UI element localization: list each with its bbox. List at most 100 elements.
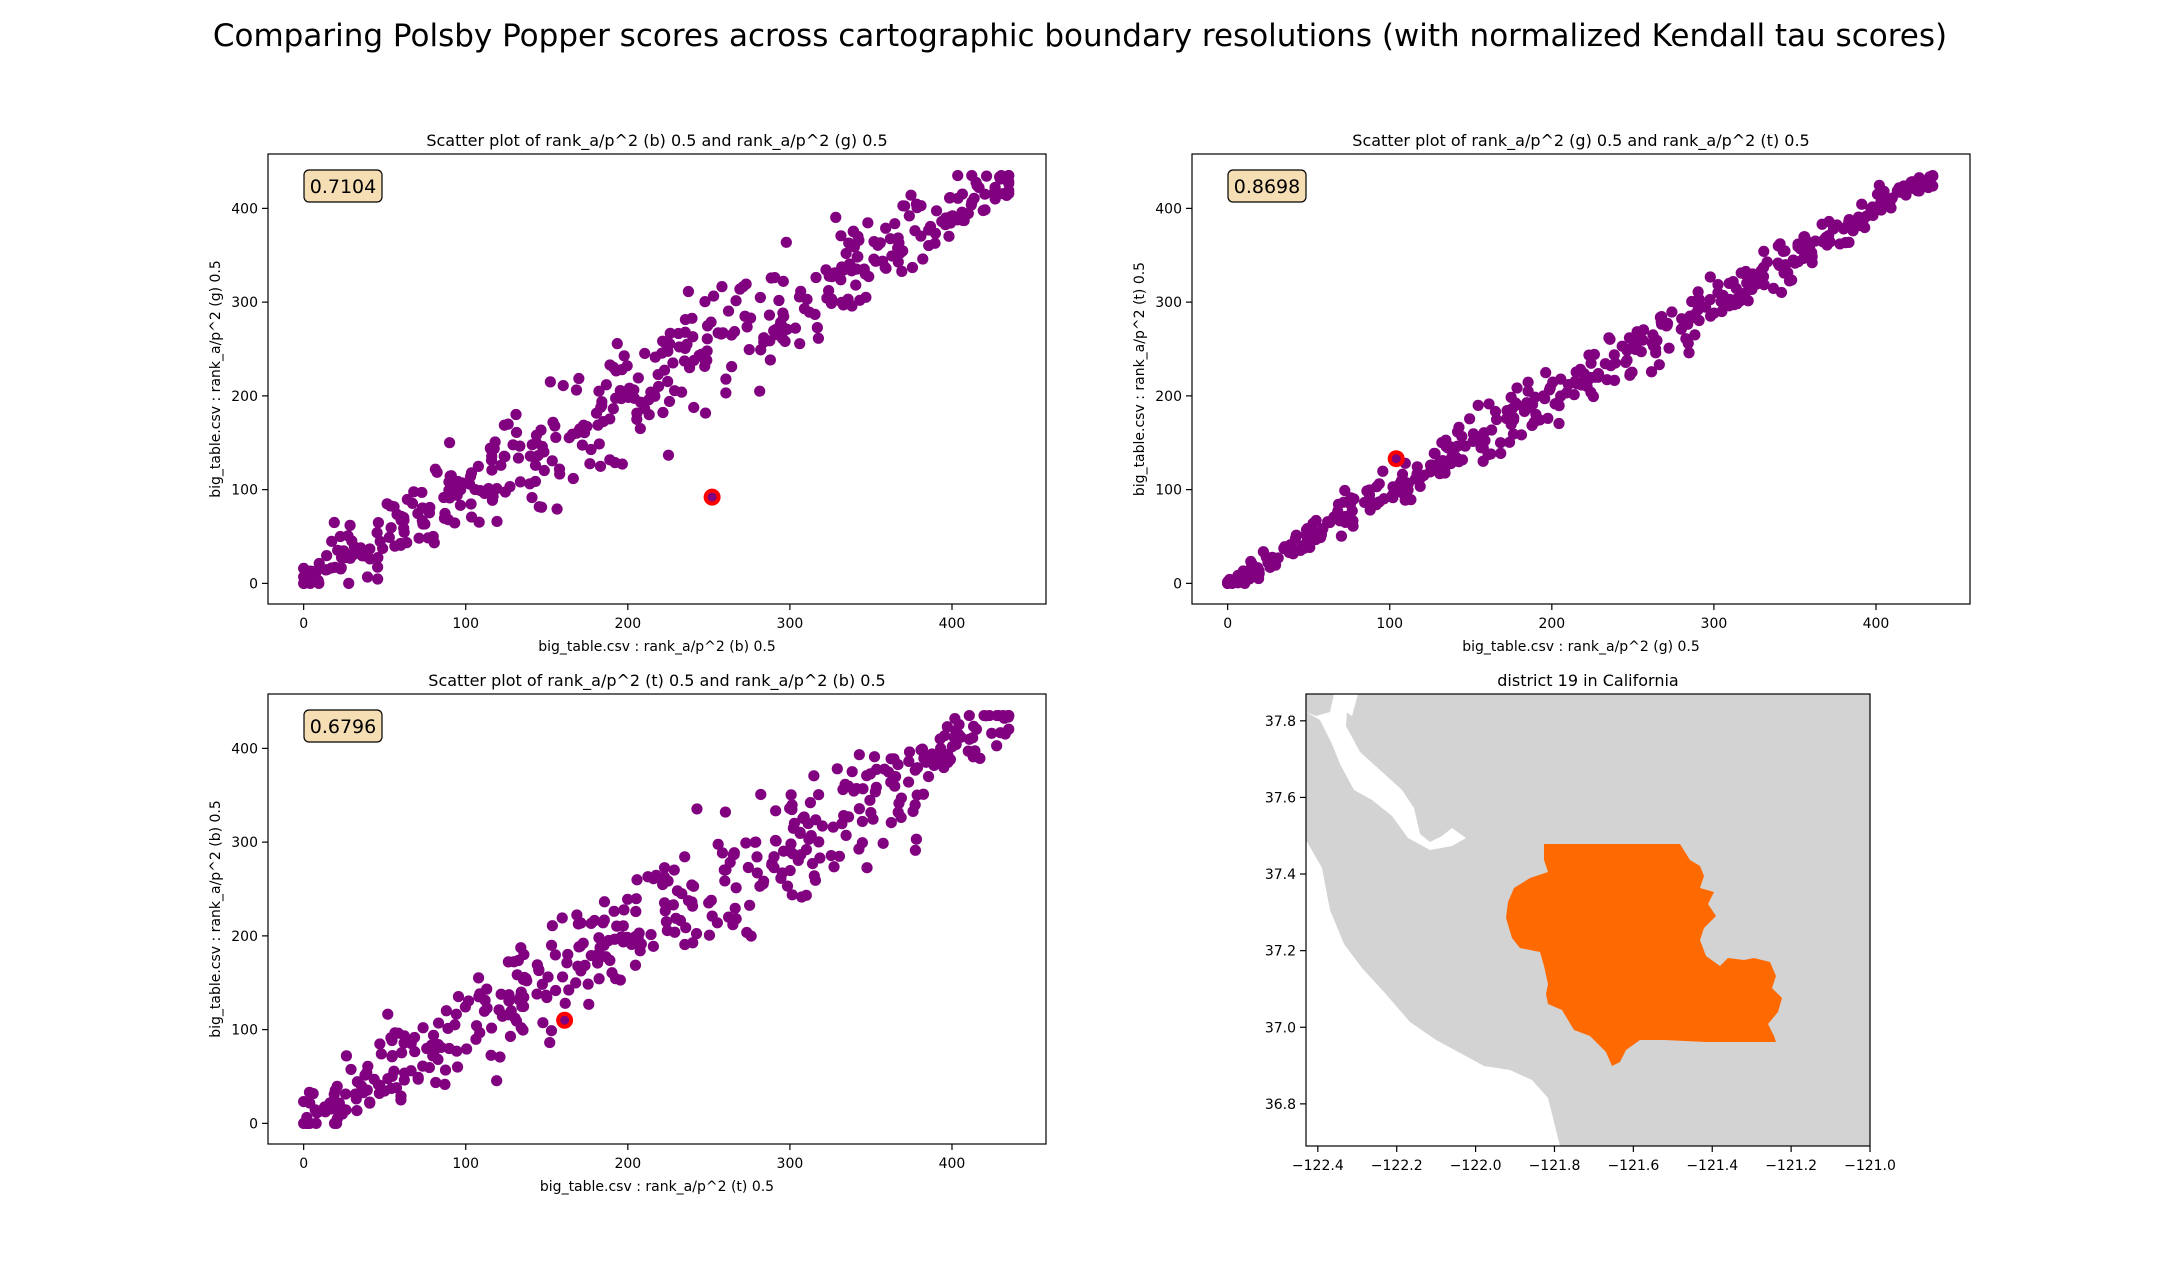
scatter-points [298, 169, 1015, 589]
data-point [870, 781, 882, 793]
data-point [427, 1029, 440, 1041]
data-point [812, 332, 825, 344]
data-point [629, 959, 642, 971]
y-tick-label: 100 [231, 483, 258, 499]
data-point [440, 1005, 452, 1017]
y-axis-label: big_table.csv : rank_a/p^2 (b) 0.5 [208, 800, 224, 1038]
data-point [1414, 480, 1426, 492]
data-point [462, 995, 475, 1007]
data-point [635, 938, 647, 950]
data-point [663, 395, 676, 408]
data-point [880, 262, 892, 274]
data-point [1477, 455, 1489, 467]
data-point [847, 225, 860, 237]
data-point [840, 247, 852, 260]
data-point [994, 171, 1006, 183]
axes-title: Scatter plot of rank_a/p^2 (b) 0.5 and r… [426, 131, 887, 151]
data-point [647, 940, 659, 952]
data-point [830, 211, 842, 223]
data-point [1839, 237, 1852, 249]
data-point [679, 851, 691, 863]
data-point [621, 360, 633, 372]
data-point [622, 893, 634, 905]
data-point [395, 1094, 407, 1106]
data-point [375, 1048, 387, 1060]
map-y-tick-label: 36.8 [1265, 1097, 1296, 1113]
data-point [508, 956, 520, 968]
scatter-panel-3: 0 100 200 300 400 0 100 200 300 400 Scatter plot o… [208, 671, 1047, 1195]
data-point [1553, 417, 1565, 430]
data-point [909, 225, 921, 237]
data-point [668, 864, 680, 876]
data-point [630, 905, 642, 918]
data-point [977, 204, 989, 217]
data-point [427, 530, 439, 543]
data-point [1252, 565, 1264, 577]
data-point [451, 1045, 463, 1057]
data-point [1540, 367, 1552, 379]
data-point [498, 450, 510, 462]
data-point [372, 573, 384, 585]
map-land-north [1306, 694, 1334, 716]
data-point [885, 817, 897, 829]
data-point [594, 941, 606, 954]
kendall-tau-value: 0.6796 [310, 716, 376, 738]
data-point [606, 967, 618, 979]
data-point [703, 897, 715, 909]
data-point [479, 994, 491, 1006]
data-point [1324, 516, 1336, 529]
data-point [529, 459, 542, 471]
data-point [1237, 570, 1250, 582]
data-point [1459, 440, 1471, 452]
data-point [751, 851, 763, 863]
data-point [542, 971, 554, 983]
data-point [911, 789, 923, 801]
data-point [416, 486, 428, 499]
data-point [1003, 169, 1015, 182]
x-tick-label: 200 [1538, 616, 1565, 632]
data-point [686, 896, 698, 908]
data-point [814, 852, 826, 864]
data-point [1682, 337, 1694, 350]
data-point [1758, 245, 1770, 257]
data-point [316, 1105, 328, 1117]
data-point [657, 406, 669, 419]
data-point [878, 763, 891, 775]
data-point [909, 844, 922, 856]
data-point [867, 813, 879, 825]
y-tick-label: 100 [231, 1023, 258, 1039]
y-tick-label: 0 [249, 1116, 258, 1132]
data-point [301, 1117, 313, 1129]
data-point [642, 871, 654, 883]
data-point [401, 493, 413, 506]
data-point [808, 770, 820, 782]
data-point [711, 917, 723, 929]
data-point [540, 989, 552, 1001]
data-point [1593, 369, 1605, 381]
data-point [1257, 546, 1269, 558]
data-point [922, 770, 935, 783]
data-point [451, 489, 463, 501]
data-point [643, 409, 655, 421]
data-point [942, 748, 954, 760]
data-point [703, 929, 716, 941]
data-point [658, 364, 671, 376]
data-point [592, 419, 604, 431]
data-point [584, 458, 596, 470]
data-point [978, 709, 990, 722]
y-axis-label: big_table.csv : rank_a/p^2 (t) 0.5 [1132, 262, 1148, 496]
data-point [488, 443, 500, 455]
data-point [966, 196, 978, 208]
y-tick-label: 400 [231, 201, 258, 217]
data-point [432, 1017, 445, 1029]
data-point [518, 991, 530, 1003]
data-point [593, 385, 605, 397]
data-point [773, 294, 785, 307]
data-point [1464, 413, 1476, 425]
data-point [836, 818, 848, 830]
data-point [373, 1087, 385, 1099]
data-point [668, 385, 681, 397]
data-point [678, 355, 691, 367]
data-point [794, 827, 806, 839]
data-point [328, 516, 340, 529]
